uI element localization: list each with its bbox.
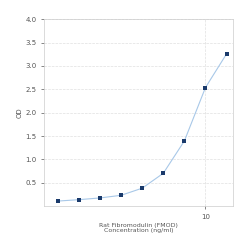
Y-axis label: OD: OD [17,107,23,118]
X-axis label: Rat Fibromodulin (FMOD)
Concentration (ng/ml): Rat Fibromodulin (FMOD) Concentration (n… [100,222,178,233]
